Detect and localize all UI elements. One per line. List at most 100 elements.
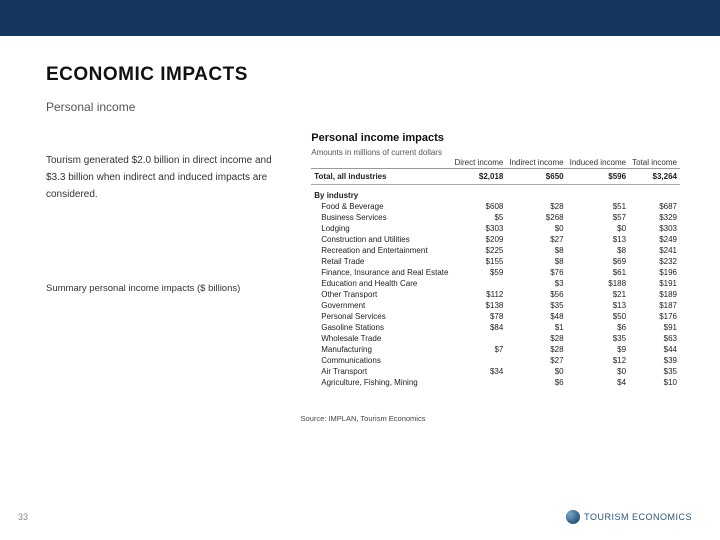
table-row: Wholesale Trade$28$35$63 bbox=[311, 333, 680, 344]
table-cell: Air Transport bbox=[311, 366, 451, 377]
table-cell: $28 bbox=[506, 333, 566, 344]
table-cell: $21 bbox=[567, 289, 629, 300]
table-cell: $0 bbox=[567, 366, 629, 377]
table-cell: $10 bbox=[629, 377, 680, 388]
table-cell: $63 bbox=[629, 333, 680, 344]
table-cell: $0 bbox=[567, 223, 629, 234]
table-cell: $155 bbox=[451, 256, 506, 267]
summary-label: Summary personal income impacts ($ billi… bbox=[46, 283, 293, 294]
table-row: Gasoline Stations$84$1$6$91 bbox=[311, 322, 680, 333]
table-cell: $35 bbox=[506, 300, 566, 311]
page-number: 33 bbox=[18, 512, 28, 522]
table-cell: $0 bbox=[506, 366, 566, 377]
table-cell: $6 bbox=[567, 322, 629, 333]
table-cell: Personal Services bbox=[311, 311, 451, 322]
column-header: Direct income bbox=[451, 157, 506, 169]
table-note: Amounts in millions of current dollars bbox=[311, 148, 680, 157]
table-cell: $28 bbox=[506, 344, 566, 355]
two-column-row: Tourism generated $2.0 billion in direct… bbox=[46, 132, 680, 388]
table-row: Construction and Utilities$209$27$13$249 bbox=[311, 234, 680, 245]
table-cell: $8 bbox=[506, 256, 566, 267]
table-cell: $225 bbox=[451, 245, 506, 256]
table-row: Recreation and Entertainment$225$8$8$241 bbox=[311, 245, 680, 256]
table-cell: $13 bbox=[567, 300, 629, 311]
table-cell: $303 bbox=[629, 223, 680, 234]
income-table: Amounts in millions of current dollars D… bbox=[311, 148, 680, 388]
table-cell: Lodging bbox=[311, 223, 451, 234]
table-cell bbox=[451, 355, 506, 366]
table-cell: $59 bbox=[451, 267, 506, 278]
table-cell: Manufacturing bbox=[311, 344, 451, 355]
table-row: Business Services$5$268$57$329 bbox=[311, 212, 680, 223]
table-row: Agriculture, Fishing, Mining$6$4$10 bbox=[311, 377, 680, 388]
table-cell: $69 bbox=[567, 256, 629, 267]
table-cell: $249 bbox=[629, 234, 680, 245]
table-cell: $7 bbox=[451, 344, 506, 355]
column-header: Induced income bbox=[567, 157, 629, 169]
table-cell: $12 bbox=[567, 355, 629, 366]
header-bar bbox=[0, 0, 720, 36]
table-cell: $188 bbox=[567, 278, 629, 289]
table-cell: $3,264 bbox=[629, 169, 680, 185]
table-cell: $209 bbox=[451, 234, 506, 245]
right-column: Personal income impacts Amounts in milli… bbox=[311, 132, 680, 388]
page-title: ECONOMIC IMPACTS bbox=[46, 64, 680, 86]
table-row: Education and Health Care$3$188$191 bbox=[311, 278, 680, 289]
table-cell: $596 bbox=[567, 169, 629, 185]
table-cell: $9 bbox=[567, 344, 629, 355]
table-cell: $39 bbox=[629, 355, 680, 366]
table-cell: Finance, Insurance and Real Estate bbox=[311, 267, 451, 278]
table-cell: Education and Health Care bbox=[311, 278, 451, 289]
table-cell: $27 bbox=[506, 234, 566, 245]
table-cell: $50 bbox=[567, 311, 629, 322]
table-cell: $138 bbox=[451, 300, 506, 311]
table-cell: $0 bbox=[506, 223, 566, 234]
body-text: Tourism generated $2.0 billion in direct… bbox=[46, 152, 293, 203]
table-cell: $35 bbox=[629, 366, 680, 377]
table-cell: $187 bbox=[629, 300, 680, 311]
column-header: Total income bbox=[629, 157, 680, 169]
logo: TOURISM ECONOMICS bbox=[566, 510, 692, 524]
table-cell: $57 bbox=[567, 212, 629, 223]
table-cell: $2,018 bbox=[451, 169, 506, 185]
table-cell: $191 bbox=[629, 278, 680, 289]
table-cell: $51 bbox=[567, 201, 629, 212]
table-row: Manufacturing$7$28$9$44 bbox=[311, 344, 680, 355]
table-row: Retail Trade$155$8$69$232 bbox=[311, 256, 680, 267]
table-cell: $196 bbox=[629, 267, 680, 278]
table-cell: $76 bbox=[506, 267, 566, 278]
table-cell: $4 bbox=[567, 377, 629, 388]
page-subtitle: Personal income bbox=[46, 100, 680, 114]
table-cell: Food & Beverage bbox=[311, 201, 451, 212]
table-cell: Business Services bbox=[311, 212, 451, 223]
source-line: Source: IMPLAN, Tourism Economics bbox=[46, 414, 680, 423]
table-cell: $268 bbox=[506, 212, 566, 223]
table-cell: $6 bbox=[506, 377, 566, 388]
table-row: Other Transport$112$56$21$189 bbox=[311, 289, 680, 300]
table-cell bbox=[451, 278, 506, 289]
slide-content: ECONOMIC IMPACTS Personal income Tourism… bbox=[0, 36, 720, 423]
table-cell: Construction and Utilities bbox=[311, 234, 451, 245]
table-cell: $27 bbox=[506, 355, 566, 366]
table-row: Communications$27$12$39 bbox=[311, 355, 680, 366]
table-cell: $56 bbox=[506, 289, 566, 300]
table-cell: Government bbox=[311, 300, 451, 311]
table-row: Personal Services$78$48$50$176 bbox=[311, 311, 680, 322]
table-row: Lodging$303$0$0$303 bbox=[311, 223, 680, 234]
table-cell: $91 bbox=[629, 322, 680, 333]
table-cell: $241 bbox=[629, 245, 680, 256]
table-cell: $650 bbox=[506, 169, 566, 185]
table-cell: $35 bbox=[567, 333, 629, 344]
table-cell: $44 bbox=[629, 344, 680, 355]
table-cell: $28 bbox=[506, 201, 566, 212]
logo-text: TOURISM ECONOMICS bbox=[584, 512, 692, 522]
table-cell: $329 bbox=[629, 212, 680, 223]
table-row: Food & Beverage$608$28$51$687 bbox=[311, 201, 680, 212]
table-cell: $34 bbox=[451, 366, 506, 377]
globe-icon bbox=[566, 510, 580, 524]
table-cell: $1 bbox=[506, 322, 566, 333]
table-title: Personal income impacts bbox=[311, 132, 680, 144]
table-cell: Retail Trade bbox=[311, 256, 451, 267]
table-cell: $8 bbox=[506, 245, 566, 256]
footer: 33 TOURISM ECONOMICS bbox=[0, 510, 720, 524]
